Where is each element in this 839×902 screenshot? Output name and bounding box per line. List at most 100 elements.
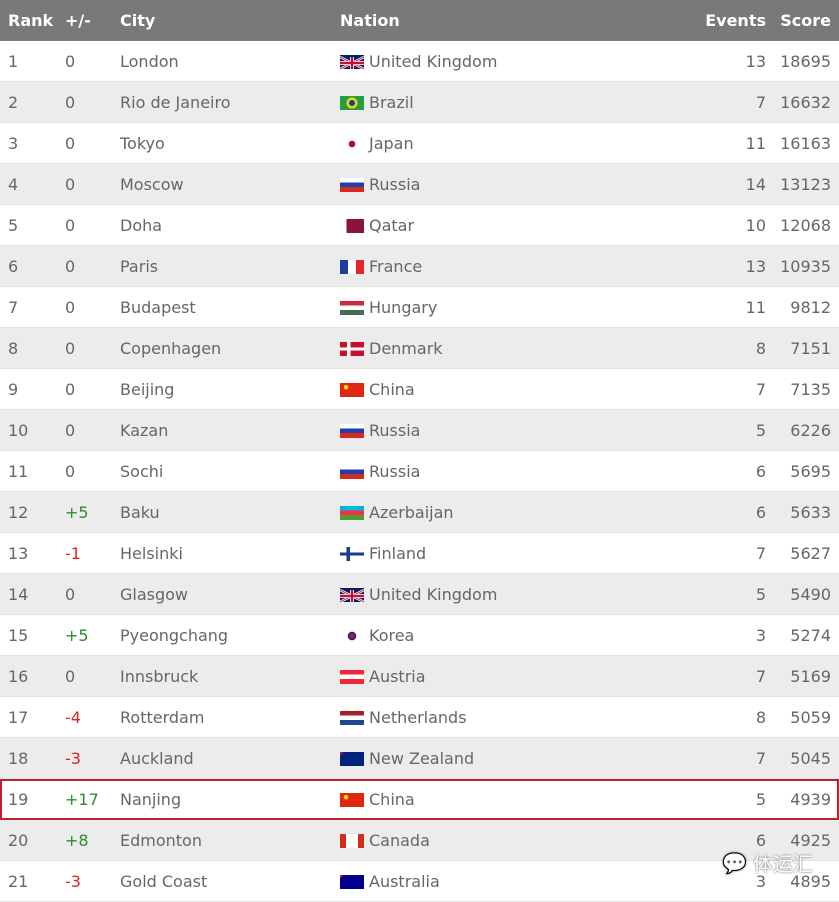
table-header: Rank +/- City Nation Events Score: [0, 0, 839, 41]
city: Kazan: [120, 421, 169, 440]
score: 5490: [790, 585, 831, 604]
table-row[interactable]: 5 0 Doha Qatar 10 12068: [0, 205, 839, 246]
events: 14: [745, 175, 766, 194]
events: 7: [755, 667, 766, 686]
rank: 21: [8, 872, 29, 891]
city: Gold Coast: [120, 872, 208, 891]
nation: New Zealand: [369, 749, 475, 768]
city: Glasgow: [120, 585, 189, 604]
header-score[interactable]: Score: [780, 11, 831, 30]
table-row[interactable]: 14 0 Glasgow United Kingdom 5 5490: [0, 574, 839, 615]
rank-change: 0: [65, 667, 76, 686]
events: 6: [755, 831, 766, 850]
flag-qa-icon: [340, 219, 364, 233]
rank: 10: [8, 421, 29, 440]
table-row[interactable]: 17 -4 Rotterdam Netherlands 8 5059: [0, 697, 839, 738]
rank-change: 0: [65, 52, 76, 71]
header-events[interactable]: Events: [705, 11, 766, 30]
rank-change: 0: [65, 175, 76, 194]
rank-change: 0: [65, 339, 76, 358]
table-row[interactable]: 8 0 Copenhagen Denmark 8 7151: [0, 328, 839, 369]
table-row[interactable]: 9 0 Beijing China 7 7135: [0, 369, 839, 410]
nation: Denmark: [369, 339, 443, 358]
table-row[interactable]: 12 +5 Baku Azerbaijan 6 5633: [0, 492, 839, 533]
city: London: [120, 52, 179, 71]
table-row[interactable]: 6 0 Paris France 13 10935: [0, 246, 839, 287]
score: 5059: [790, 708, 831, 727]
table-row[interactable]: 2 0 Rio de Janeiro Brazil 7 16632: [0, 82, 839, 123]
rank-change: -1: [65, 544, 81, 563]
nation: France: [369, 257, 423, 276]
table-row[interactable]: 19 +17 Nanjing China 5 4939: [0, 779, 839, 820]
score: 13123: [780, 175, 831, 194]
header-nation[interactable]: Nation: [340, 11, 400, 30]
rank: 20: [8, 831, 29, 850]
city: Doha: [120, 216, 163, 235]
city: Sochi: [120, 462, 164, 481]
events: 7: [755, 544, 766, 563]
header-city[interactable]: City: [120, 11, 156, 30]
score: 5633: [790, 503, 831, 522]
rank-change: 0: [65, 462, 76, 481]
score: 4895: [790, 872, 831, 891]
rankings-table-body: 1 0 London United Kingdom 13 18695 2 0 Ri…: [0, 41, 839, 902]
nation: Hungary: [369, 298, 438, 317]
rank: 11: [8, 462, 29, 481]
rank: 18: [8, 749, 29, 768]
rank: 6: [8, 257, 19, 276]
rank: 2: [8, 93, 19, 112]
rank-change: +8: [65, 831, 89, 850]
table-row[interactable]: 4 0 Moscow Russia 14 13123: [0, 164, 839, 205]
table-row[interactable]: 15 +5 Pyeongchang Korea 3 5274: [0, 615, 839, 656]
score: 7151: [790, 339, 831, 358]
city: Helsinki: [120, 544, 183, 563]
rank: 12: [8, 503, 29, 522]
flag-fr-icon: [340, 260, 364, 274]
header-rank[interactable]: Rank: [8, 11, 54, 30]
table-row[interactable]: 3 0 Tokyo Japan 11 16163: [0, 123, 839, 164]
table-row[interactable]: 10 0 Kazan Russia 5 6226: [0, 410, 839, 451]
rank: 13: [8, 544, 29, 563]
rank: 5: [8, 216, 19, 235]
flag-nz-icon: [340, 752, 364, 766]
table-row[interactable]: 21 -3 Gold Coast Australia 3 4895: [0, 861, 839, 902]
table-row[interactable]: 1 0 London United Kingdom 13 18695: [0, 41, 839, 82]
events: 5: [755, 790, 766, 809]
table-row[interactable]: 13 -1 Helsinki Finland 7 5627: [0, 533, 839, 574]
table-row[interactable]: 16 0 Innsbruck Austria 7 5169: [0, 656, 839, 697]
table-row[interactable]: 18 -3 Auckland New Zealand 7 5045: [0, 738, 839, 779]
table-row[interactable]: 7 0 Budapest Hungary 11 9812: [0, 287, 839, 328]
events: 5: [755, 421, 766, 440]
score: 6226: [790, 421, 831, 440]
city: Copenhagen: [120, 339, 222, 358]
city: Beijing: [120, 380, 175, 399]
nation: Korea: [369, 626, 415, 645]
events: 8: [755, 708, 766, 727]
rank-change: 0: [65, 134, 76, 153]
nation: China: [369, 380, 415, 399]
nation: Canada: [369, 831, 430, 850]
rank-change: 0: [65, 585, 76, 604]
rank: 15: [8, 626, 29, 645]
flag-ru-icon: [340, 178, 364, 192]
flag-fi-icon: [340, 547, 364, 561]
flag-ca-icon: [340, 834, 364, 848]
flag-gb-icon: [339, 55, 365, 71]
wechat-icon: 💬: [722, 850, 747, 875]
table-row[interactable]: 20 +8 Edmonton Canada 6 4925: [0, 820, 839, 861]
header-change[interactable]: +/-: [65, 11, 91, 30]
score: 4939: [790, 790, 831, 809]
events: 10: [745, 216, 766, 235]
city: Pyeongchang: [120, 626, 229, 645]
watermark: 💬 体运汇: [722, 848, 813, 877]
nation: Finland: [369, 544, 427, 563]
rank: 19: [8, 790, 29, 809]
city: Edmonton: [120, 831, 202, 850]
rank-change: -3: [65, 749, 81, 768]
nation: Qatar: [369, 216, 415, 235]
events: 6: [755, 462, 766, 481]
events: 5: [755, 585, 766, 604]
rank-change: -3: [65, 872, 81, 891]
table-row[interactable]: 11 0 Sochi Russia 6 5695: [0, 451, 839, 492]
rank: 17: [8, 708, 29, 727]
